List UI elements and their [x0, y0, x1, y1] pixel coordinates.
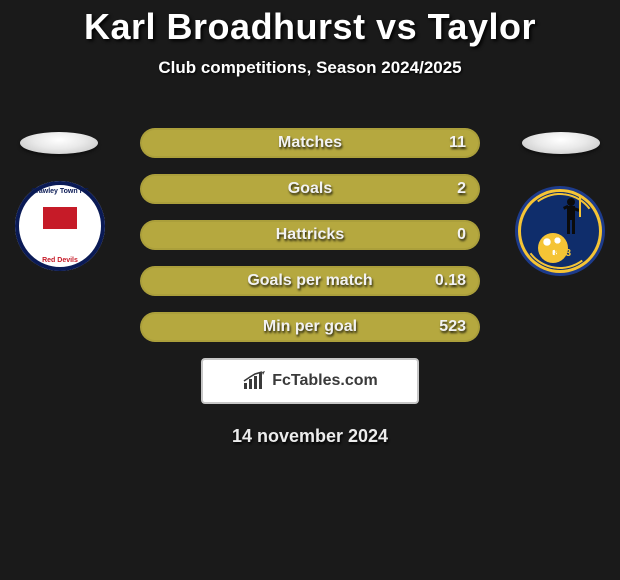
stat-label: Min per goal — [140, 312, 480, 342]
badge-bottom-text: Red Devils — [42, 257, 78, 264]
badge-ring: Crawley Town FC Red Devils — [15, 181, 105, 271]
stat-label: Hattricks — [140, 220, 480, 250]
stat-row: Hattricks 0 — [140, 220, 480, 250]
bar-chart-icon — [242, 371, 266, 391]
page-subtitle: Club competitions, Season 2024/2025 — [0, 58, 620, 78]
club-badge-right: 1883 — [515, 186, 605, 276]
stat-value: 2 — [457, 174, 466, 204]
date-text: 14 november 2024 — [140, 426, 480, 447]
stat-value: 523 — [439, 312, 466, 342]
stat-label: Goals per match — [140, 266, 480, 296]
stat-row: Min per goal 523 — [140, 312, 480, 342]
badge-top-text: Crawley Town FC — [31, 188, 89, 195]
stat-value: 0 — [457, 220, 466, 250]
player-slot-right — [522, 132, 600, 154]
stat-label: Matches — [140, 128, 480, 158]
stat-row: Goals 2 — [140, 174, 480, 204]
brand-box[interactable]: FcTables.com — [201, 358, 419, 404]
stat-row: Matches 11 — [140, 128, 480, 158]
stat-value: 0.18 — [435, 266, 466, 296]
stats-column: Matches 11 Goals 2 Hattricks 0 Goals per… — [140, 128, 480, 447]
pirate-icon — [560, 197, 582, 237]
stat-value: 11 — [449, 128, 466, 158]
stat-row: Goals per match 0.18 — [140, 266, 480, 296]
brand-text: FcTables.com — [272, 372, 378, 390]
badge-year: 1883 — [549, 248, 571, 259]
badge-inner: 1883 — [518, 189, 602, 273]
comparison-card: Karl Broadhurst vs Taylor Club competiti… — [0, 6, 620, 580]
shield-icon — [43, 207, 77, 247]
page-title: Karl Broadhurst vs Taylor — [0, 6, 620, 48]
club-badge-left: Crawley Town FC Red Devils — [15, 181, 105, 271]
stat-label: Goals — [140, 174, 480, 204]
player-slot-left — [20, 132, 98, 154]
